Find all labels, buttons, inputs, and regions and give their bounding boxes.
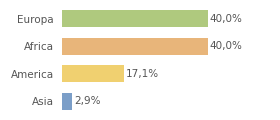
Bar — [62, 10, 208, 27]
Text: 40,0%: 40,0% — [210, 41, 243, 51]
Text: 17,1%: 17,1% — [126, 69, 159, 79]
Bar — [62, 93, 72, 110]
Bar — [62, 65, 124, 82]
Text: 2,9%: 2,9% — [74, 96, 101, 106]
Text: 40,0%: 40,0% — [210, 14, 243, 24]
Bar — [62, 38, 208, 55]
